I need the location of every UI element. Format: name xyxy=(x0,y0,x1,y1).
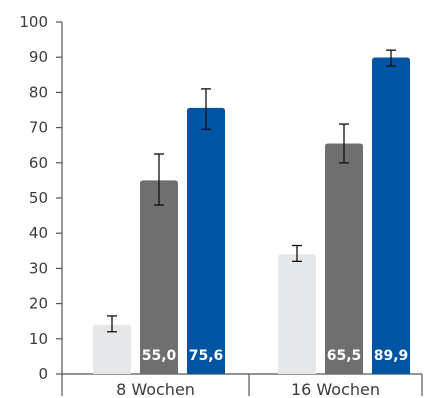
bar xyxy=(93,324,131,374)
y-tick-label: 70 xyxy=(29,119,48,137)
data-label: 75,6 xyxy=(189,348,224,364)
y-tick-label: 10 xyxy=(29,330,48,348)
y-tick-label: 40 xyxy=(29,224,48,242)
data-label: 55,0 xyxy=(142,348,177,364)
bar xyxy=(187,107,225,374)
data-label: 89,9 xyxy=(374,348,409,364)
bar xyxy=(372,57,410,374)
bar xyxy=(278,254,316,374)
y-tick-label: 30 xyxy=(29,259,48,277)
data-label: 65,5 xyxy=(327,348,362,364)
y-tick-label: 20 xyxy=(29,295,48,313)
y-tick-label: 90 xyxy=(29,48,48,66)
y-tick-label: 100 xyxy=(19,13,48,31)
bar xyxy=(140,180,178,374)
x-category-label: 16 Wochen xyxy=(291,380,380,398)
y-tick-label: 50 xyxy=(29,189,48,207)
y-tick-label: 0 xyxy=(38,365,48,383)
bar xyxy=(325,143,363,374)
y-tick-label: 60 xyxy=(29,154,48,172)
y-tick-label: 80 xyxy=(29,83,48,101)
x-category-label: 8 Wochen xyxy=(116,380,195,398)
